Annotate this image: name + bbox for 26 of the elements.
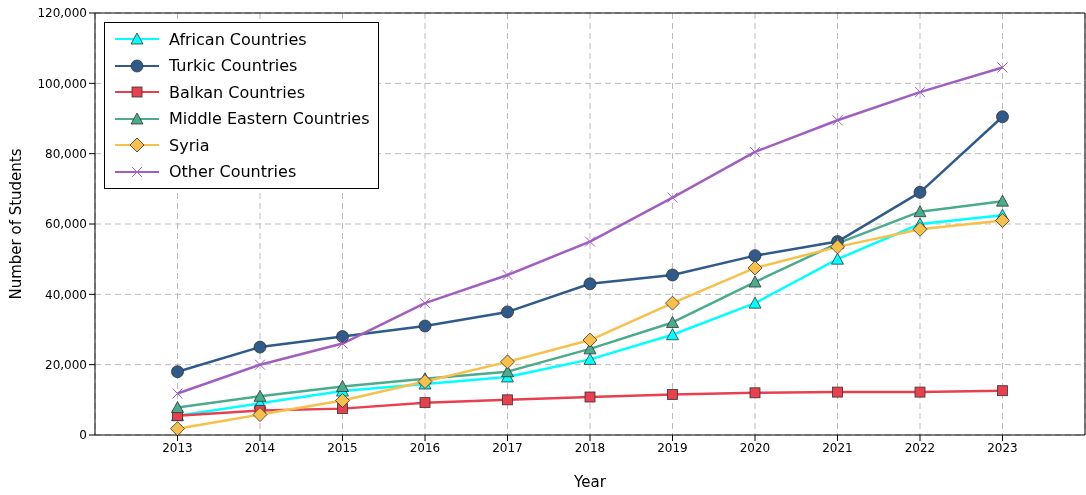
legend-label: Balkan Countries [169,82,305,102]
x-tick-label: 2015 [327,440,358,455]
y-axis-title: Number of Students [7,148,26,300]
y-tick-label: 20,000 [45,357,87,372]
x-tick-label: 2021 [822,440,853,455]
legend-label: Syria [169,135,210,155]
x-tick-label: 2019 [657,440,688,455]
x-tick-label: 2014 [244,440,276,455]
y-tick-label: 60,000 [45,217,87,232]
x-tick-label: 2018 [574,440,606,455]
y-tick-label: 0 [79,428,87,443]
legend-label: African Countries [169,29,307,49]
y-tick-label: 100,000 [37,76,87,91]
x-tick-label: 2016 [409,440,441,455]
legend-label: Turkic Countries [169,56,298,76]
y-tick-label: 80,000 [45,146,87,161]
y-tick-label: 120,000 [37,6,87,21]
legend-label: Other Countries [169,162,297,182]
x-tick-label: 2022 [904,440,936,455]
legend-label: Middle Eastern Countries [169,109,370,129]
x-tick-label: 2023 [987,440,1018,455]
x-tick-label: 2017 [492,440,523,455]
x-axis-title: Year [573,473,607,491]
y-tick-label: 40,000 [45,287,87,302]
x-tick-label: 2013 [162,440,193,455]
x-tick-label: 2020 [739,440,771,455]
